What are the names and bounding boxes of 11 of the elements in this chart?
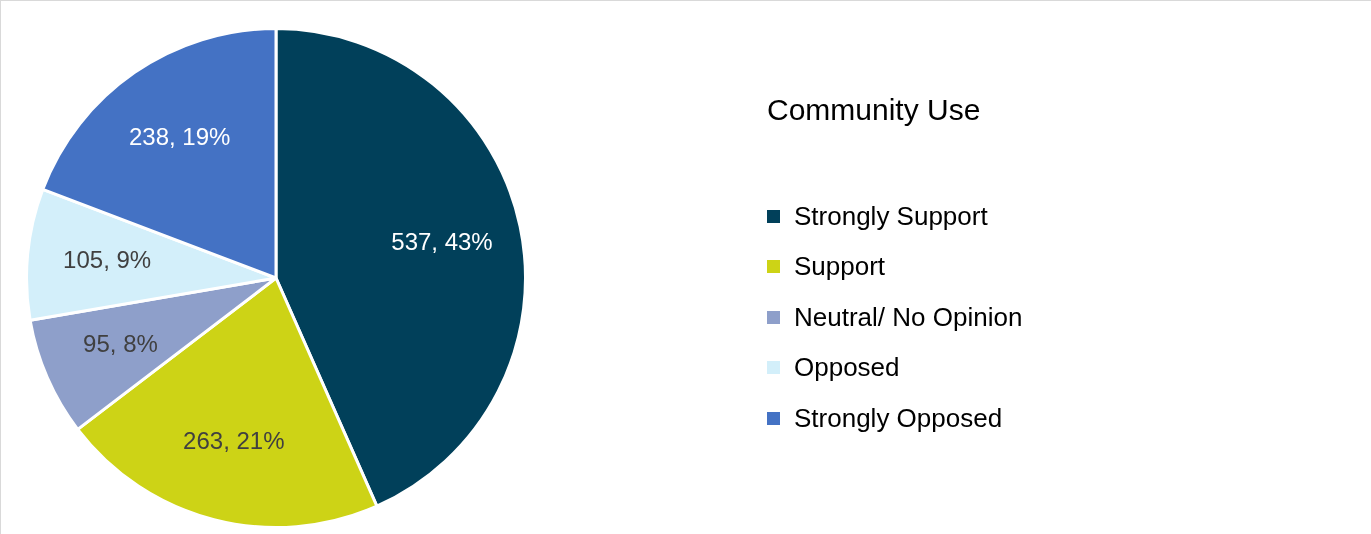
data-label: 263, 21%	[183, 426, 285, 454]
legend-label: Opposed	[794, 352, 900, 384]
legend-label: Support	[794, 251, 886, 283]
data-label: 238, 19%	[128, 122, 231, 150]
legend-title: Community Use	[767, 93, 982, 127]
data-label: 95, 8%	[83, 330, 158, 358]
legend-label: Strongly Support	[794, 200, 988, 232]
data-label: 105, 9%	[63, 246, 152, 274]
legend-label: Neutral/ No Opinion	[794, 301, 1023, 333]
data-label: 537, 43%	[391, 227, 493, 255]
legend-label: Strongly Opposed	[794, 402, 1003, 434]
